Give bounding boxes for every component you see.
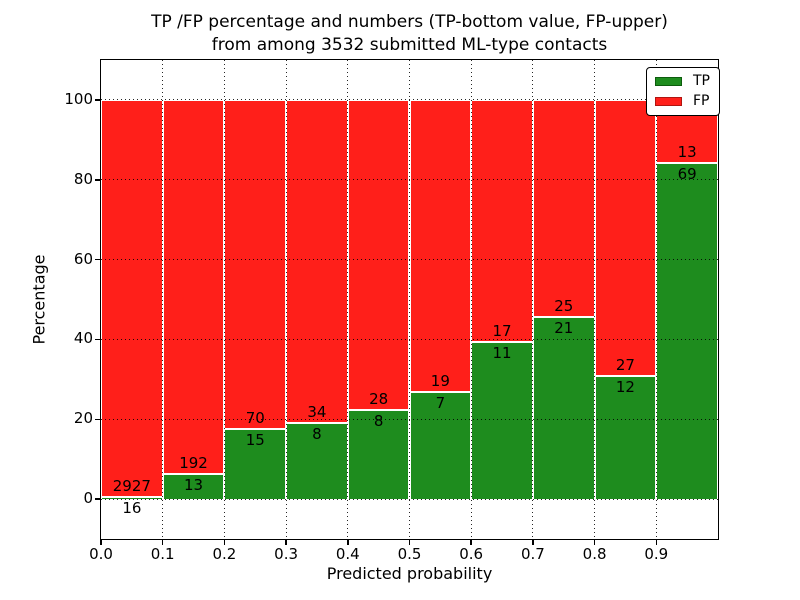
x-tick-label: 0.2 bbox=[212, 545, 237, 563]
x-tick-label: 0.3 bbox=[274, 545, 299, 563]
legend-label: TP bbox=[693, 73, 710, 89]
chart-title-line-2: from among 3532 submitted ML-type contac… bbox=[211, 35, 608, 55]
bar-segment-tp bbox=[594, 376, 657, 500]
legend-item: TP bbox=[655, 74, 710, 89]
y-tick-label: 0 bbox=[83, 489, 93, 508]
x-axis-tick bbox=[408, 540, 411, 545]
y-axis-tick bbox=[95, 258, 100, 261]
bar-label-tp: 13 bbox=[184, 475, 204, 494]
bar-label-tp: 69 bbox=[677, 165, 697, 184]
x-axis-tick bbox=[347, 540, 349, 545]
y-axis-tick bbox=[95, 179, 100, 181]
x-axis-tick bbox=[655, 540, 658, 545]
chart-title: TP /FP percentage and numbers (TP-bottom… bbox=[101, 11, 718, 57]
bar-label-fp: 192 bbox=[179, 453, 208, 472]
legend: TP FP bbox=[646, 67, 720, 116]
gridline-vertical bbox=[162, 60, 164, 539]
bar-segment-fp bbox=[409, 99, 472, 392]
bar-segment-fp bbox=[594, 99, 657, 377]
x-axis-tick bbox=[593, 540, 596, 545]
gridline-vertical bbox=[470, 60, 472, 539]
gridline-vertical bbox=[409, 60, 410, 539]
y-tick-label: 80 bbox=[73, 169, 93, 188]
bar-label-fp: 25 bbox=[554, 296, 574, 315]
x-tick-label: 0.1 bbox=[150, 545, 175, 563]
x-axis-tick bbox=[161, 540, 164, 545]
y-tick-label: 40 bbox=[73, 329, 93, 348]
bar-segment-fp bbox=[471, 99, 533, 343]
legend-swatch-tp bbox=[655, 77, 682, 86]
x-axis-tick bbox=[532, 540, 534, 545]
bar-label-fp: 19 bbox=[430, 371, 450, 390]
bar-segment-tp bbox=[471, 342, 533, 500]
x-tick-label: 0.0 bbox=[89, 545, 113, 563]
y-axis-label: Percentage bbox=[29, 254, 49, 345]
x-tick-label: 0.4 bbox=[335, 545, 360, 563]
x-axis-tick bbox=[100, 540, 102, 545]
legend-swatch-fp bbox=[655, 97, 682, 106]
gridline-vertical bbox=[347, 60, 349, 539]
y-axis-label-wrap: Percentage bbox=[24, 60, 54, 539]
bar-segment-fp bbox=[532, 99, 595, 317]
bar-segment-fp bbox=[101, 99, 163, 497]
x-axis-label: Predicted probability bbox=[326, 564, 493, 583]
x-tick-label: 0.5 bbox=[397, 545, 422, 563]
gridline-vertical bbox=[594, 60, 596, 539]
x-tick-label: 0.6 bbox=[459, 545, 484, 563]
bar-segment-fp bbox=[224, 99, 287, 429]
bar-segment-tp bbox=[162, 473, 225, 500]
bar-label-fp: 13 bbox=[677, 143, 697, 162]
gridline-vertical bbox=[223, 60, 225, 539]
bar-label-tp: 7 bbox=[435, 393, 446, 412]
x-axis-tick bbox=[223, 540, 226, 545]
bar-label-fp: 28 bbox=[369, 390, 389, 409]
x-axis-tick bbox=[470, 540, 472, 545]
bar-label-fp: 70 bbox=[245, 408, 265, 427]
bar-segment-tp bbox=[656, 163, 718, 500]
bar-label-tp: 15 bbox=[245, 430, 265, 449]
bar-label-tp: 8 bbox=[373, 412, 384, 431]
x-tick-label: 0.8 bbox=[582, 545, 607, 563]
bar-label-fp: 27 bbox=[615, 356, 635, 375]
bar-label-fp: 34 bbox=[307, 403, 327, 422]
bar-segment-tp bbox=[224, 428, 287, 500]
bar-label-tp: 12 bbox=[615, 378, 635, 397]
y-tick-label: 100 bbox=[64, 89, 93, 108]
bar-segment-fp bbox=[347, 99, 410, 411]
chart-title-line-1: TP /FP percentage and numbers (TP-bottom… bbox=[151, 12, 668, 32]
bar-segment-tp bbox=[286, 423, 348, 500]
bar-label-fp: 17 bbox=[492, 322, 512, 341]
y-axis-tick bbox=[95, 418, 100, 420]
gridline-vertical bbox=[655, 60, 657, 539]
y-tick-label: 60 bbox=[73, 249, 93, 268]
y-axis-tick bbox=[95, 498, 100, 500]
plot-area: 2927 16 192 13 70 15 34 8 28 8 19 7 17 11 25 21 27 12 13 69 bbox=[100, 59, 719, 540]
legend-label: FP bbox=[693, 93, 710, 109]
bar-segment-tp bbox=[347, 410, 410, 500]
y-axis-tick bbox=[95, 99, 100, 101]
bar-label-fp: 2927 bbox=[112, 476, 151, 495]
bar-label-tp: 11 bbox=[492, 344, 512, 363]
bar-segment-tp bbox=[409, 391, 472, 500]
bar-segment-fp bbox=[286, 99, 348, 424]
legend-item: FP bbox=[655, 94, 710, 109]
bar-label-tp: 16 bbox=[122, 498, 142, 517]
bar-segment-tp bbox=[532, 316, 595, 500]
x-tick-label: 0.7 bbox=[520, 545, 545, 563]
x-tick-label: 0.9 bbox=[644, 545, 669, 563]
x-axis-tick bbox=[285, 540, 287, 545]
y-tick-label: 20 bbox=[73, 409, 93, 428]
gridline-vertical bbox=[285, 60, 287, 539]
bar-label-tp: 8 bbox=[312, 425, 322, 444]
bar-label-tp: 21 bbox=[554, 318, 574, 337]
y-axis-tick bbox=[95, 338, 100, 341]
gridline-vertical bbox=[532, 60, 534, 539]
bar-segment-fp bbox=[162, 99, 225, 474]
